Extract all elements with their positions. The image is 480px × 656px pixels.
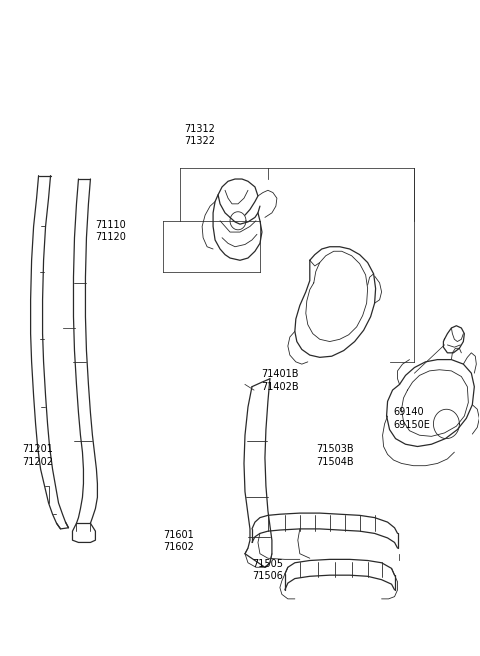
Text: 71312
71322: 71312 71322 (184, 124, 215, 146)
Text: 69140
69150E: 69140 69150E (393, 407, 430, 430)
Text: 71503B
71504B: 71503B 71504B (317, 445, 354, 467)
Text: 71110
71120: 71110 71120 (96, 220, 126, 242)
Text: 71601
71602: 71601 71602 (163, 529, 194, 552)
Text: 71201
71202: 71201 71202 (22, 445, 53, 467)
Text: 71505
71506: 71505 71506 (252, 559, 283, 581)
Text: 71401B
71402B: 71401B 71402B (262, 369, 299, 392)
